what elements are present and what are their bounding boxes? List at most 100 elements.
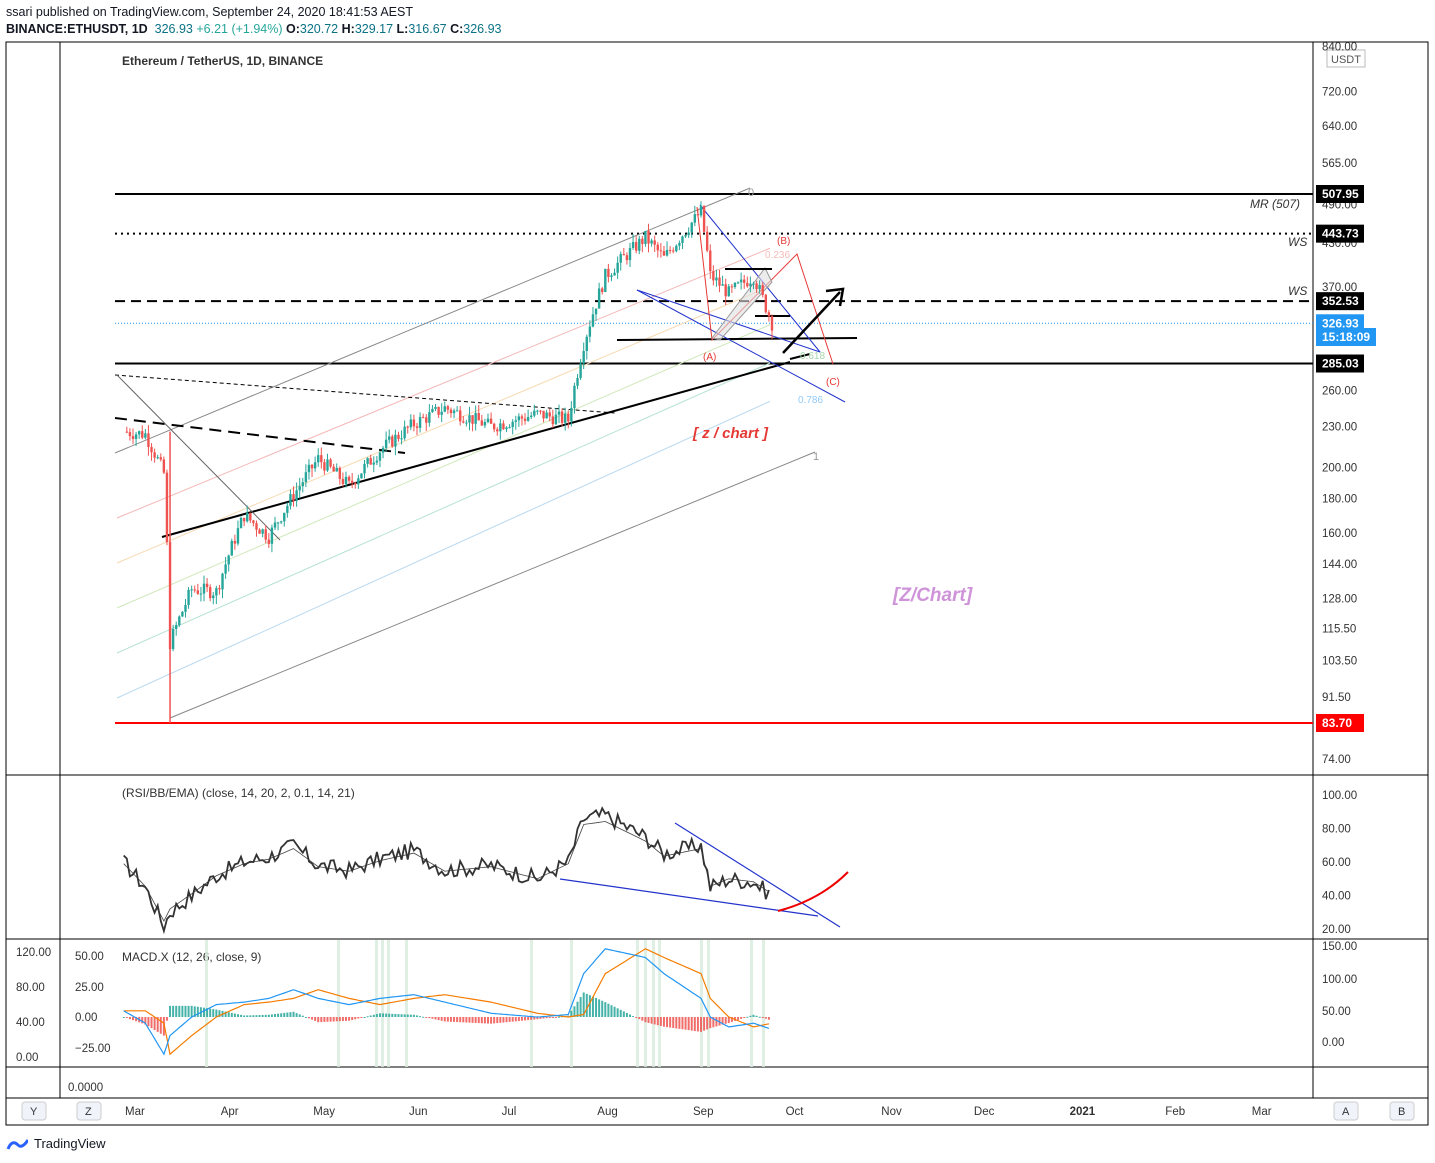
price-axis-tick: 260.00 — [1322, 385, 1357, 397]
macd-histogram-bar — [647, 1017, 650, 1023]
y-button[interactable]: Y — [21, 1101, 47, 1121]
z-button[interactable]: Z — [76, 1101, 102, 1121]
macd-histogram-bar — [206, 1008, 209, 1017]
macd-signal-line — [123, 948, 770, 1056]
currency-box[interactable] — [1326, 49, 1366, 68]
candle-body — [563, 413, 567, 423]
candle-body — [536, 410, 539, 412]
candle-body — [400, 438, 403, 440]
b-button[interactable]: B — [1389, 1101, 1415, 1121]
macd-histogram-bar — [159, 1017, 162, 1034]
fib-channel-line — [116, 324, 771, 609]
candle-body — [304, 472, 308, 483]
macd-histogram-bar — [607, 1003, 610, 1017]
price-tag-box — [1316, 714, 1364, 732]
macd-histogram-bar — [573, 1006, 576, 1017]
candle-body — [727, 286, 730, 297]
macd-histogram-bar — [758, 1016, 761, 1018]
candle-body — [496, 429, 499, 432]
candle-body — [530, 415, 533, 417]
macd-histogram-bar — [449, 1017, 452, 1022]
macd-histogram-bar — [678, 1017, 681, 1029]
candle-body — [570, 408, 573, 422]
macd-histogram-bar — [548, 1017, 551, 1018]
macd-histogram-bar — [246, 1015, 249, 1017]
macd-histogram-bar — [385, 1013, 388, 1017]
macd-histogram-bar — [459, 1017, 462, 1023]
macd-histogram-bar — [650, 1017, 653, 1024]
time-axis-tick: Aug — [597, 1106, 617, 1118]
candle-body — [329, 459, 332, 467]
macd-left-axis-tick: 120.00 — [16, 947, 51, 959]
candle-body — [551, 416, 555, 425]
macd-histogram-bar — [721, 1017, 724, 1025]
candle-body — [381, 447, 385, 453]
macd-histogram-bar — [456, 1017, 459, 1023]
macd-histogram-bar — [196, 1006, 199, 1017]
macd-histogram-bar — [659, 1017, 662, 1026]
candle-body — [696, 214, 700, 216]
candle-body — [252, 520, 255, 524]
macd-histogram-bar — [536, 1017, 539, 1020]
macd-histogram-bar — [243, 1015, 246, 1017]
candle-body — [702, 205, 706, 232]
macd-histogram-bar — [307, 1017, 310, 1019]
price-tag-label: 15:18:09 — [1322, 330, 1370, 344]
macd-histogram-bar — [477, 1017, 480, 1024]
macd-histogram-bar — [653, 1017, 656, 1025]
macd-histogram-bar — [632, 1016, 635, 1018]
candle-body — [224, 564, 227, 574]
annotation-ws-1: WS — [1288, 235, 1307, 249]
candle-body — [431, 408, 434, 413]
candle-body — [391, 436, 394, 447]
candle-body — [273, 522, 277, 528]
macd-histogram-bar — [391, 1013, 394, 1017]
candle-body — [428, 412, 431, 423]
macd-histogram-bar — [524, 1017, 527, 1021]
macd-histogram-bar — [591, 996, 594, 1017]
candle-body — [301, 482, 304, 487]
candle-body — [338, 467, 342, 479]
macd-histogram-bar — [329, 1017, 332, 1022]
macd-histogram-bar — [267, 1014, 270, 1017]
price-axis-tick: 200.00 — [1322, 462, 1357, 474]
candle-body — [721, 284, 724, 286]
macd-histogram-bar — [351, 1017, 354, 1020]
macd-histogram-bar — [595, 997, 598, 1017]
candle-body — [705, 231, 709, 251]
candle-body — [199, 593, 203, 595]
support-trend — [161, 361, 791, 538]
price-tag-label: 285.03 — [1322, 357, 1359, 371]
fib-label-236: 0.236 — [765, 250, 790, 261]
macd-histogram-bar — [431, 1017, 434, 1019]
macd-histogram-bar — [400, 1014, 403, 1017]
price-tag-label: 83.70 — [1322, 716, 1352, 730]
a-button[interactable]: A — [1333, 1101, 1359, 1121]
candle-body — [307, 464, 311, 473]
candle-body — [607, 268, 610, 277]
price-tag-label: 443.73 — [1322, 227, 1359, 241]
candle-body — [548, 412, 551, 417]
candle-body — [372, 462, 375, 465]
candle-body — [239, 517, 243, 529]
symbol-label: BINANCE:ETHUSDT, 1D — [6, 22, 148, 36]
footer-brand[interactable]: TradingView — [6, 1136, 106, 1151]
price-axis-tick: 144.00 — [1322, 559, 1357, 571]
candle-body — [425, 417, 428, 423]
macd-histogram-bar — [487, 1017, 489, 1024]
candle-body — [517, 416, 521, 421]
macd-histogram-bar — [366, 1016, 369, 1018]
price-tag-box — [1316, 354, 1364, 373]
candle-body — [326, 459, 329, 471]
macd-histogram-bar — [598, 999, 601, 1017]
macd-histogram-bar — [490, 1017, 493, 1024]
candle-body — [184, 604, 187, 612]
macd-histogram-bar — [511, 1017, 514, 1022]
candle-body — [144, 433, 147, 438]
rsi-ema-line — [123, 821, 770, 922]
candle-body — [205, 583, 209, 588]
macd-histogram-bar — [209, 1008, 212, 1017]
candle-body — [412, 419, 416, 427]
